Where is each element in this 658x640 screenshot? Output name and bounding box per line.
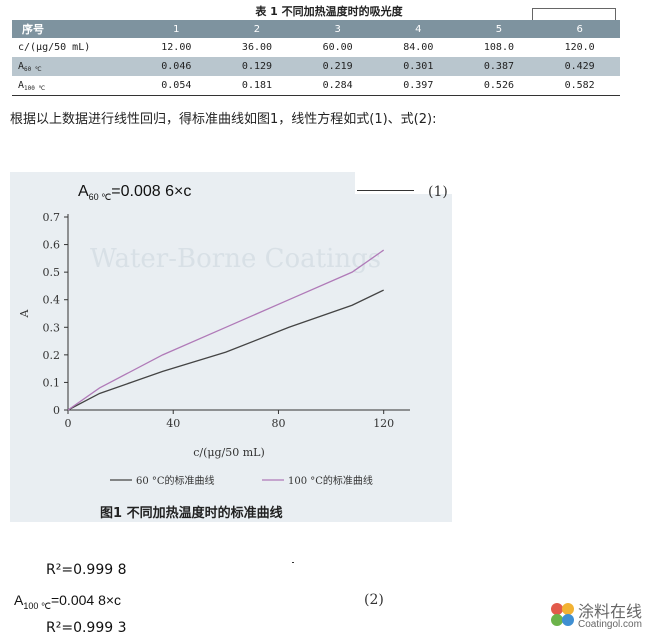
table-cell: 108.0	[483, 42, 514, 53]
standard-curve-chart: Water-Borne Coatings 0 0.1 0.2 0.3 0.4 0.5 0.6…	[18, 211, 410, 487]
table-cell: 0.219	[297, 57, 378, 76]
header-cell: 5	[458, 20, 540, 38]
stray-mark	[292, 562, 294, 563]
description-text: 根据以上数据进行线性回归，得标准曲线如图1，线性方程如式(1)、式(2):	[10, 112, 437, 127]
table-cell: 84.00	[403, 42, 434, 53]
row-label: c/(μg/50 mL)	[18, 42, 91, 53]
table-cell: 120.0	[564, 42, 595, 53]
equation1-sub: 60 ℃	[88, 192, 112, 202]
table-cell: 0.526	[458, 76, 540, 96]
table-cell: 36.00	[241, 42, 273, 53]
x-axis-label: c/(μg/50 mL)	[193, 446, 265, 459]
logo-url: Coatingol.com	[578, 619, 642, 630]
y-tick-label: 0.1	[43, 376, 61, 389]
r-squared-1: R²=0.999 8	[46, 562, 127, 578]
table-cell: 0.046	[136, 57, 217, 76]
header-cell: 1	[136, 20, 217, 38]
y-tick-label: 0.2	[43, 349, 61, 362]
ghost-watermark-text: Water-Borne Coatings	[90, 244, 381, 274]
row-label-sub: 100 ℃	[24, 84, 46, 92]
table-cell: 0.397	[377, 76, 459, 96]
equation1-lhs: A	[78, 183, 89, 200]
y-tick-label: 0.4	[43, 294, 61, 307]
table-caption: 表 1 不同加热温度时的吸光度	[255, 5, 403, 18]
y-tick-label: 0.7	[43, 211, 61, 224]
x-tick-label: 120	[373, 417, 394, 430]
logo-name: 涂料在线	[578, 602, 643, 621]
r-squared-2: R²=0.999 3	[46, 620, 127, 636]
y-tick-label: 0.5	[43, 266, 61, 279]
legend-label: 60 °C的标准曲线	[136, 474, 215, 487]
table-row: A100 ℃ 0.054 0.181 0.284 0.397 0.526 0.5…	[12, 76, 620, 96]
table-cell: 0.301	[377, 57, 459, 76]
y-axis-label: A	[18, 308, 31, 318]
x-tick-label: 40	[166, 417, 180, 430]
table-cell: 0.429	[539, 57, 620, 76]
header-cell: 序号	[12, 20, 136, 38]
table-row: A60 ℃ 0.046 0.129 0.219 0.301 0.387 0.42…	[12, 57, 620, 76]
coatingol-logo-icon	[551, 603, 574, 626]
legend-label: 100 °C的标准曲线	[288, 474, 373, 487]
row-label-sub: 60 ℃	[24, 65, 42, 73]
table-cell: 0.181	[216, 76, 298, 96]
equation2-sub: 100 ℃	[23, 601, 51, 611]
row-label-main: A	[18, 79, 25, 91]
header-cell: 3	[297, 20, 378, 38]
row-label: A60 ℃	[12, 57, 136, 76]
equation1-rule	[357, 190, 414, 191]
table-row: c/(μg/50 mL) 12.00 36.00 60.00 84.00 108…	[12, 38, 620, 57]
figure-caption: 图1 不同加热温度时的标准曲线	[100, 506, 283, 521]
x-tick-label: 0	[65, 417, 72, 430]
table-cell: 0.284	[297, 76, 378, 96]
header-cell: 4	[377, 20, 459, 38]
equation2-lhs: A	[14, 592, 24, 608]
table-header-row: 序号 1 2 3 4 5 6	[12, 20, 620, 38]
table-cell: 0.129	[216, 57, 298, 76]
equation1-rhs: =0.008 6×c	[111, 183, 192, 200]
header-cell: 6	[539, 20, 620, 38]
equation1-number: (1)	[428, 184, 448, 200]
figure-panel: Water-Borne Coatings 0 0.1 0.2 0.3 0.4 0.5 0.6…	[10, 172, 452, 522]
series-line-100c	[67, 249, 385, 411]
x-tick-label: 80	[271, 417, 285, 430]
equation2-rhs: =0.004 8×c	[50, 592, 122, 608]
table-cell: 0.054	[136, 76, 217, 96]
equation1-background	[355, 172, 455, 194]
y-tick-label: 0.6	[43, 239, 61, 252]
row-label: A100 ℃	[12, 76, 136, 96]
y-tick-label: 0	[53, 404, 60, 417]
equation1: A60 ℃=0.008 6×c	[78, 183, 191, 203]
series-line-60c	[67, 289, 384, 411]
absorbance-table: 序号 1 2 3 4 5 6 c/(μg/50 mL) 12.00 36.00 …	[12, 20, 620, 96]
table-cell: 60.00	[322, 42, 353, 53]
header-cell: 2	[216, 20, 298, 38]
equation2: A100 ℃=0.004 8×c	[14, 592, 121, 612]
y-tick-label: 0.3	[43, 321, 61, 334]
equation2-number: (2)	[364, 592, 384, 608]
table-cell: 12.00	[161, 42, 192, 53]
row-label-main: A	[18, 60, 25, 72]
table-cell: 0.387	[458, 57, 540, 76]
table-cell: 0.582	[539, 76, 620, 96]
